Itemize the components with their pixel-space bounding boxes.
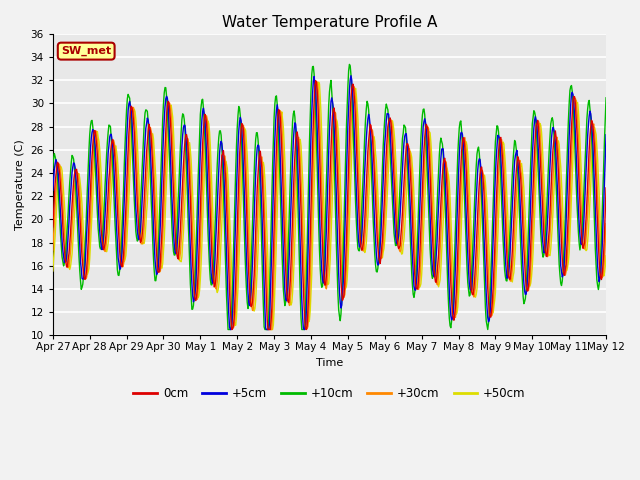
Text: SW_met: SW_met <box>61 46 111 56</box>
Title: Water Temperature Profile A: Water Temperature Profile A <box>222 15 437 30</box>
Legend: 0cm, +5cm, +10cm, +30cm, +50cm: 0cm, +5cm, +10cm, +30cm, +50cm <box>129 382 531 405</box>
Y-axis label: Temperature (C): Temperature (C) <box>15 139 25 230</box>
X-axis label: Time: Time <box>316 358 343 368</box>
